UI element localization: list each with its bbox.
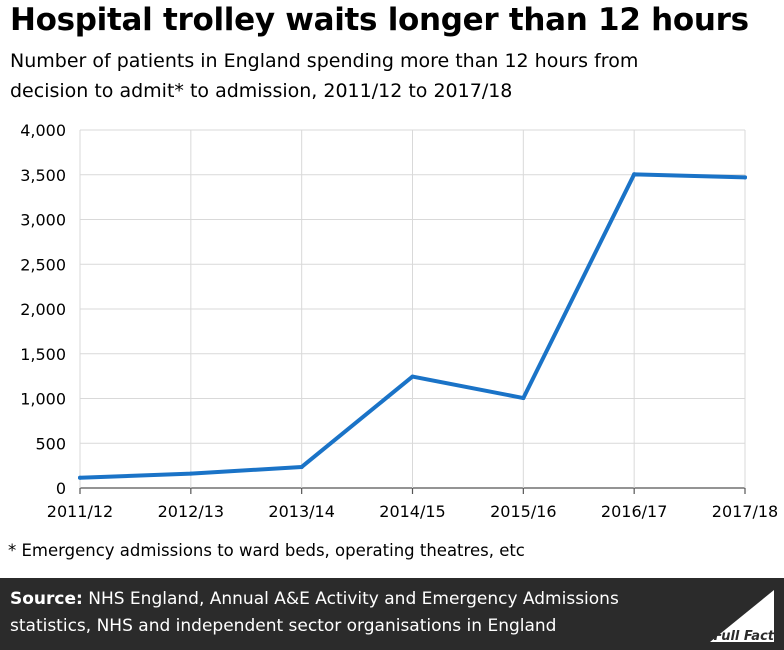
source-body: NHS England, Annual A&E Activity and Eme… bbox=[10, 589, 619, 636]
data-point bbox=[632, 172, 637, 177]
data-point bbox=[410, 374, 415, 379]
x-tick-label: 2015/16 bbox=[490, 502, 556, 521]
gridlines bbox=[79, 129, 746, 494]
full-fact-logo-icon: Full Fact bbox=[706, 588, 776, 644]
chart-subtitle: Number of patients in England spending m… bbox=[10, 50, 639, 102]
data-point bbox=[299, 464, 304, 469]
y-tick-label: 2,500 bbox=[20, 255, 66, 274]
y-tick-label: 3,500 bbox=[20, 166, 66, 185]
source-footer: Source: NHS England, Annual A&E Activity… bbox=[0, 578, 784, 650]
source-text: Source: NHS England, Annual A&E Activity… bbox=[10, 586, 700, 640]
data-point bbox=[188, 471, 193, 476]
source-label: Source: bbox=[10, 589, 83, 609]
y-tick-label: 500 bbox=[35, 434, 66, 453]
data-point bbox=[521, 396, 526, 401]
x-tick-label: 2014/15 bbox=[379, 502, 445, 521]
y-tick-label: 3,000 bbox=[20, 211, 66, 230]
data-point bbox=[78, 475, 82, 480]
y-tick-label: 4,000 bbox=[20, 121, 66, 140]
series-layer bbox=[78, 172, 747, 480]
footnote: * Emergency admissions to ward beds, ope… bbox=[8, 541, 525, 560]
logo-triangle-icon bbox=[710, 590, 774, 642]
chart-title: Hospital trolley waits longer than 12 ho… bbox=[10, 2, 749, 38]
y-tick-label: 2,000 bbox=[20, 300, 66, 319]
y-tick-label: 0 bbox=[56, 479, 66, 498]
x-axis-tick-labels: 2011/12 2012/13 2013/14 2014/15 2015/16 2016/… bbox=[47, 502, 778, 521]
line-chart: 05001,0001,5002,0002,5003,0003,5004,000 … bbox=[20, 121, 778, 521]
data-point bbox=[743, 175, 747, 180]
y-axis-tick-labels: 0 500 1,000 1,500 2,000 2,500 3,000 3,500 4,000 bbox=[20, 121, 66, 498]
y-tick-label: 1,500 bbox=[20, 345, 66, 364]
y-tick-label: 1,000 bbox=[20, 390, 66, 409]
x-tick-label: 2016/17 bbox=[601, 502, 667, 521]
x-tick-label: 2011/12 bbox=[47, 502, 113, 521]
x-tick-label: 2012/13 bbox=[158, 502, 224, 521]
logo-text: Full Fact bbox=[713, 629, 774, 644]
x-tick-label: 2017/18 bbox=[712, 502, 778, 521]
x-tick-label: 2013/14 bbox=[268, 502, 334, 521]
